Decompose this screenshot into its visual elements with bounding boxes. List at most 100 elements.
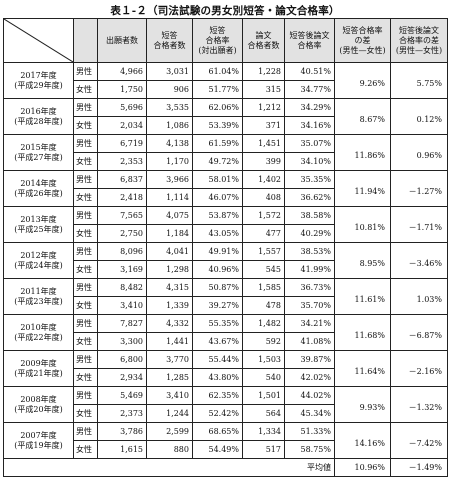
short-diff-value: 8.95%: [334, 259, 391, 279]
essay-diff-top: [390, 350, 448, 369]
essay-diff-top: [390, 206, 448, 225]
value-cell: 4,138: [146, 134, 193, 153]
average-label: 平均値: [3, 458, 335, 477]
short-diff-top: [334, 422, 391, 441]
essay-rate-header: 短答後論文 合格率: [284, 18, 335, 63]
table-row: 2017年度 (平成29年度) 男性 4,966 3,031 61.04% 1,228 40.…: [3, 62, 448, 99]
table-row: 2008年度 (平成20年度) 男性 5,469 3,410 62.35% 1,501 44.…: [3, 386, 448, 423]
era-label: (平成23年度): [14, 296, 63, 306]
value-cell: 3,300: [97, 332, 147, 351]
sex-label: 女性: [73, 80, 98, 99]
value-cell: 40.29%: [284, 224, 335, 243]
essay-diff-top: [390, 278, 448, 297]
sex-label: 女性: [73, 224, 98, 243]
essay-passers-header: 論文 合格者数: [242, 18, 285, 63]
value-cell: 45.34%: [284, 404, 335, 423]
value-cell: 36.62%: [284, 188, 335, 207]
sex-label: 男性: [73, 422, 98, 441]
short-rate-header: 短答 合格率 (対出願者): [192, 18, 243, 63]
value-cell: 35.70%: [284, 296, 335, 315]
year-label: 2013年度: [20, 214, 57, 224]
value-cell: 2,034: [97, 116, 147, 135]
value-cell: 43.80%: [192, 368, 243, 387]
value-cell: 1,228: [242, 62, 285, 81]
pass-rate-table: 出願者数 短答 合格者数 短答 合格率 (対出願者) 論文 合格者数 短答後論文 合格率 …: [3, 18, 448, 477]
value-cell: 55.44%: [192, 350, 243, 369]
sex-label: 女性: [73, 440, 98, 459]
value-cell: 49.72%: [192, 152, 243, 171]
value-cell: 1,750: [97, 80, 147, 99]
applicants-header: 出願者数: [97, 18, 147, 63]
table-row: 2015年度 (平成27年度) 男性 6,719 4,138 61.59% 1,451 35.…: [3, 134, 448, 171]
era-label: (平成22年度): [14, 332, 63, 342]
value-cell: 40.51%: [284, 62, 335, 81]
value-cell: 41.99%: [284, 260, 335, 279]
value-cell: 2,750: [97, 224, 147, 243]
year-label: 2016年度: [20, 106, 57, 116]
era-label: (平成19年度): [14, 440, 63, 450]
value-cell: 6,800: [97, 350, 147, 369]
value-cell: 4,315: [146, 278, 193, 297]
value-cell: 1,451: [242, 134, 285, 153]
value-cell: 1,585: [242, 278, 285, 297]
essay-diff-value: －7.42%: [390, 439, 448, 459]
table-title: 表１-２（司法試験の男女別短答・論文合格率）: [110, 5, 340, 17]
essay-diff-value: 5.75%: [390, 79, 448, 99]
value-cell: 34.10%: [284, 152, 335, 171]
value-cell: 1,086: [146, 116, 193, 135]
sex-label: 男性: [73, 242, 98, 261]
short-diff-top: [334, 98, 391, 117]
value-cell: 2,934: [97, 368, 147, 387]
table-row: 2007年度 (平成19年度) 男性 3,786 2,599 68.65% 1,334 51.…: [3, 422, 448, 459]
value-cell: 3,169: [97, 260, 147, 279]
era-label: (平成27年度): [14, 152, 63, 162]
essay-diff-top: [390, 314, 448, 333]
average-short-diff: 10.96%: [334, 458, 391, 477]
table-row: 女性 1,750 906 51.77% 315 34.77% 9.26% 5.75%: [4, 79, 448, 99]
value-cell: 1,339: [146, 296, 193, 315]
short-diff-top: [334, 170, 391, 189]
value-cell: 3,410: [97, 296, 147, 315]
short-diff-value: 14.16%: [334, 439, 391, 459]
table-row: 2012年度 (平成24年度) 男性 8,096 4,041 49.91% 1,557 38.…: [3, 242, 448, 279]
value-cell: 1,184: [146, 224, 193, 243]
value-cell: 1,212: [242, 98, 285, 117]
short-passers-header: 短答 合格者数: [146, 18, 193, 63]
value-cell: 61.59%: [192, 134, 243, 153]
value-cell: 34.21%: [284, 314, 335, 333]
sex-label: 男性: [73, 386, 98, 405]
essay-diff-value: 0.12%: [390, 115, 448, 135]
value-cell: 46.07%: [192, 188, 243, 207]
value-cell: 39.27%: [192, 296, 243, 315]
sex-label: 女性: [73, 332, 98, 351]
table-row: 女性 2,750 1,184 43.05% 477 40.29% 10.81% －1.71%: [4, 223, 448, 243]
value-cell: 62.35%: [192, 386, 243, 405]
corner-cell: [3, 18, 74, 63]
short-diff-value: 9.93%: [334, 403, 391, 423]
short-diff-value: 9.26%: [334, 79, 391, 99]
value-cell: 3,770: [146, 350, 193, 369]
average-essay-diff: －1.49%: [390, 458, 448, 477]
short-diff-value: 11.61%: [334, 295, 391, 315]
value-cell: 1,114: [146, 188, 193, 207]
value-cell: 62.06%: [192, 98, 243, 117]
short-diff-value: 10.81%: [334, 223, 391, 243]
essay-diff-top: [390, 422, 448, 441]
value-cell: 3,410: [146, 386, 193, 405]
era-label: (平成29年度): [14, 80, 63, 90]
value-cell: 6,837: [97, 170, 147, 189]
value-cell: 1,615: [97, 440, 147, 459]
year-label: 2017年度: [20, 70, 57, 80]
year-cell: 2013年度 (平成25年度): [3, 206, 74, 243]
sex-label: 男性: [73, 98, 98, 117]
value-cell: 2,373: [97, 404, 147, 423]
short-diff-value: 11.86%: [334, 151, 391, 171]
value-cell: 545: [242, 260, 285, 279]
table-row: 女性 1,615 880 54.49% 517 58.75% 14.16% －7.42%: [4, 439, 448, 459]
essay-diff-value: －2.16%: [390, 367, 448, 387]
table-row: 女性 2,353 1,170 49.72% 399 34.10% 11.86% 0.96%: [4, 151, 448, 171]
value-cell: 8,482: [97, 278, 147, 297]
sex-label: 女性: [73, 152, 98, 171]
table-row: 2009年度 (平成21年度) 男性 6,800 3,770 55.44% 1,503 39.…: [3, 350, 448, 387]
average-row: 平均値 10.96% －1.49%: [3, 458, 448, 477]
